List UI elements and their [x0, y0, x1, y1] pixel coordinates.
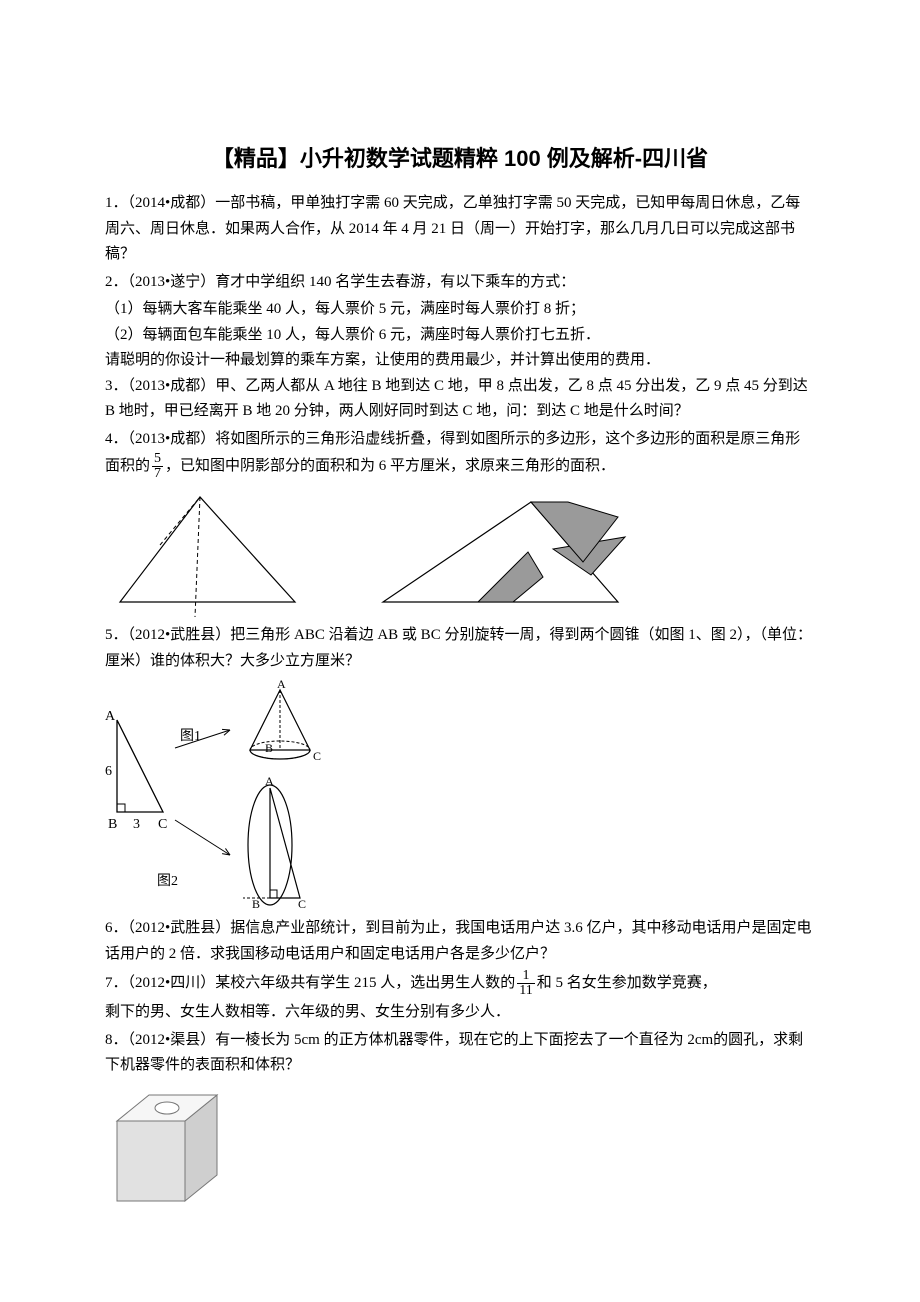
figure-q4-triangle: [105, 487, 305, 617]
question-7-text-a: 7．（2012•四川）某校六年级共有学生 215 人，选出男生人数的: [105, 975, 515, 991]
fraction-1-11: 111: [517, 969, 534, 998]
svg-text:A: A: [265, 774, 274, 788]
figure-q5-cones: A B C 6 3 图1 图2 A B C A B C: [105, 680, 335, 910]
question-6: 6．（2012•武胜县）据信息产业部统计，到目前为止，我国电话用户达 3.6 亿…: [105, 916, 815, 967]
question-2-sub3: 请聪明的你设计一种最划算的乘车方案，让使用的费用最少，并计算出使用的费用．: [105, 348, 815, 374]
fraction-5-7: 57: [152, 452, 163, 481]
svg-text:B: B: [252, 897, 260, 910]
question-8: 8．（2012•渠县）有一棱长为 5cm 的正方体机器零件，现在它的上下面挖去了…: [105, 1028, 815, 1079]
question-4-text-b: ，已知图中阴影部分的面积和为 6 平方厘米，求原来三角形的面积．: [165, 458, 615, 474]
svg-text:B: B: [108, 817, 117, 832]
fraction-numerator: 5: [152, 452, 163, 467]
svg-text:A: A: [277, 680, 286, 691]
figure-q4-polygon: [373, 487, 633, 617]
figure-row-q4: [105, 487, 815, 617]
fraction-denominator: 11: [517, 984, 534, 998]
question-2-sub1: （1）每辆大客车能乘坐 40 人，每人票价 5 元，满座时每人票价打 8 折；: [105, 297, 815, 323]
fraction-numerator: 1: [517, 969, 534, 984]
fraction-denominator: 7: [152, 467, 163, 481]
question-2: 2．（2013•遂宁）育才中学组织 140 名学生去春游，有以下乘车的方式：: [105, 270, 815, 296]
svg-text:图1: 图1: [180, 729, 201, 744]
svg-text:3: 3: [133, 817, 140, 832]
page-title: 【精品】小升初数学试题精粹 100 例及解析-四川省: [105, 140, 815, 177]
question-2-sub2: （2）每辆面包车能乘坐 10 人，每人票价 6 元，满座时每人票价打七五折．: [105, 323, 815, 349]
svg-text:A: A: [105, 709, 116, 724]
svg-text:6: 6: [105, 764, 112, 779]
question-7-text-b: 和 5 名女生参加数学竞赛，: [537, 975, 717, 991]
svg-text:C: C: [158, 817, 167, 832]
question-3: 3．（2013•成都）甲、乙两人都从 A 地往 B 地到达 C 地，甲 8 点出…: [105, 374, 815, 425]
svg-text:C: C: [313, 749, 321, 763]
question-7: 7．（2012•四川）某校六年级共有学生 215 人，选出男生人数的111和 5…: [105, 969, 815, 998]
figure-row-q5: A B C 6 3 图1 图2 A B C A B C: [105, 680, 815, 910]
svg-text:C: C: [298, 897, 306, 910]
question-5: 5．（2012•武胜县）把三角形 ABC 沿着边 AB 或 BC 分别旋转一周，…: [105, 623, 815, 674]
svg-text:图2: 图2: [157, 874, 178, 889]
question-4: 4．（2013•成都）将如图所示的三角形沿虚线折叠，得到如图所示的多边形，这个多…: [105, 427, 815, 482]
figure-q8-cube: [105, 1083, 235, 1213]
svg-text:B: B: [265, 741, 273, 755]
question-1: 1．（2014•成都）一部书稿，甲单独打字需 60 天完成，乙单独打字需 50 …: [105, 191, 815, 268]
question-7-cont: 剩下的男、女生人数相等．六年级的男、女生分别有多少人．: [105, 1000, 815, 1026]
